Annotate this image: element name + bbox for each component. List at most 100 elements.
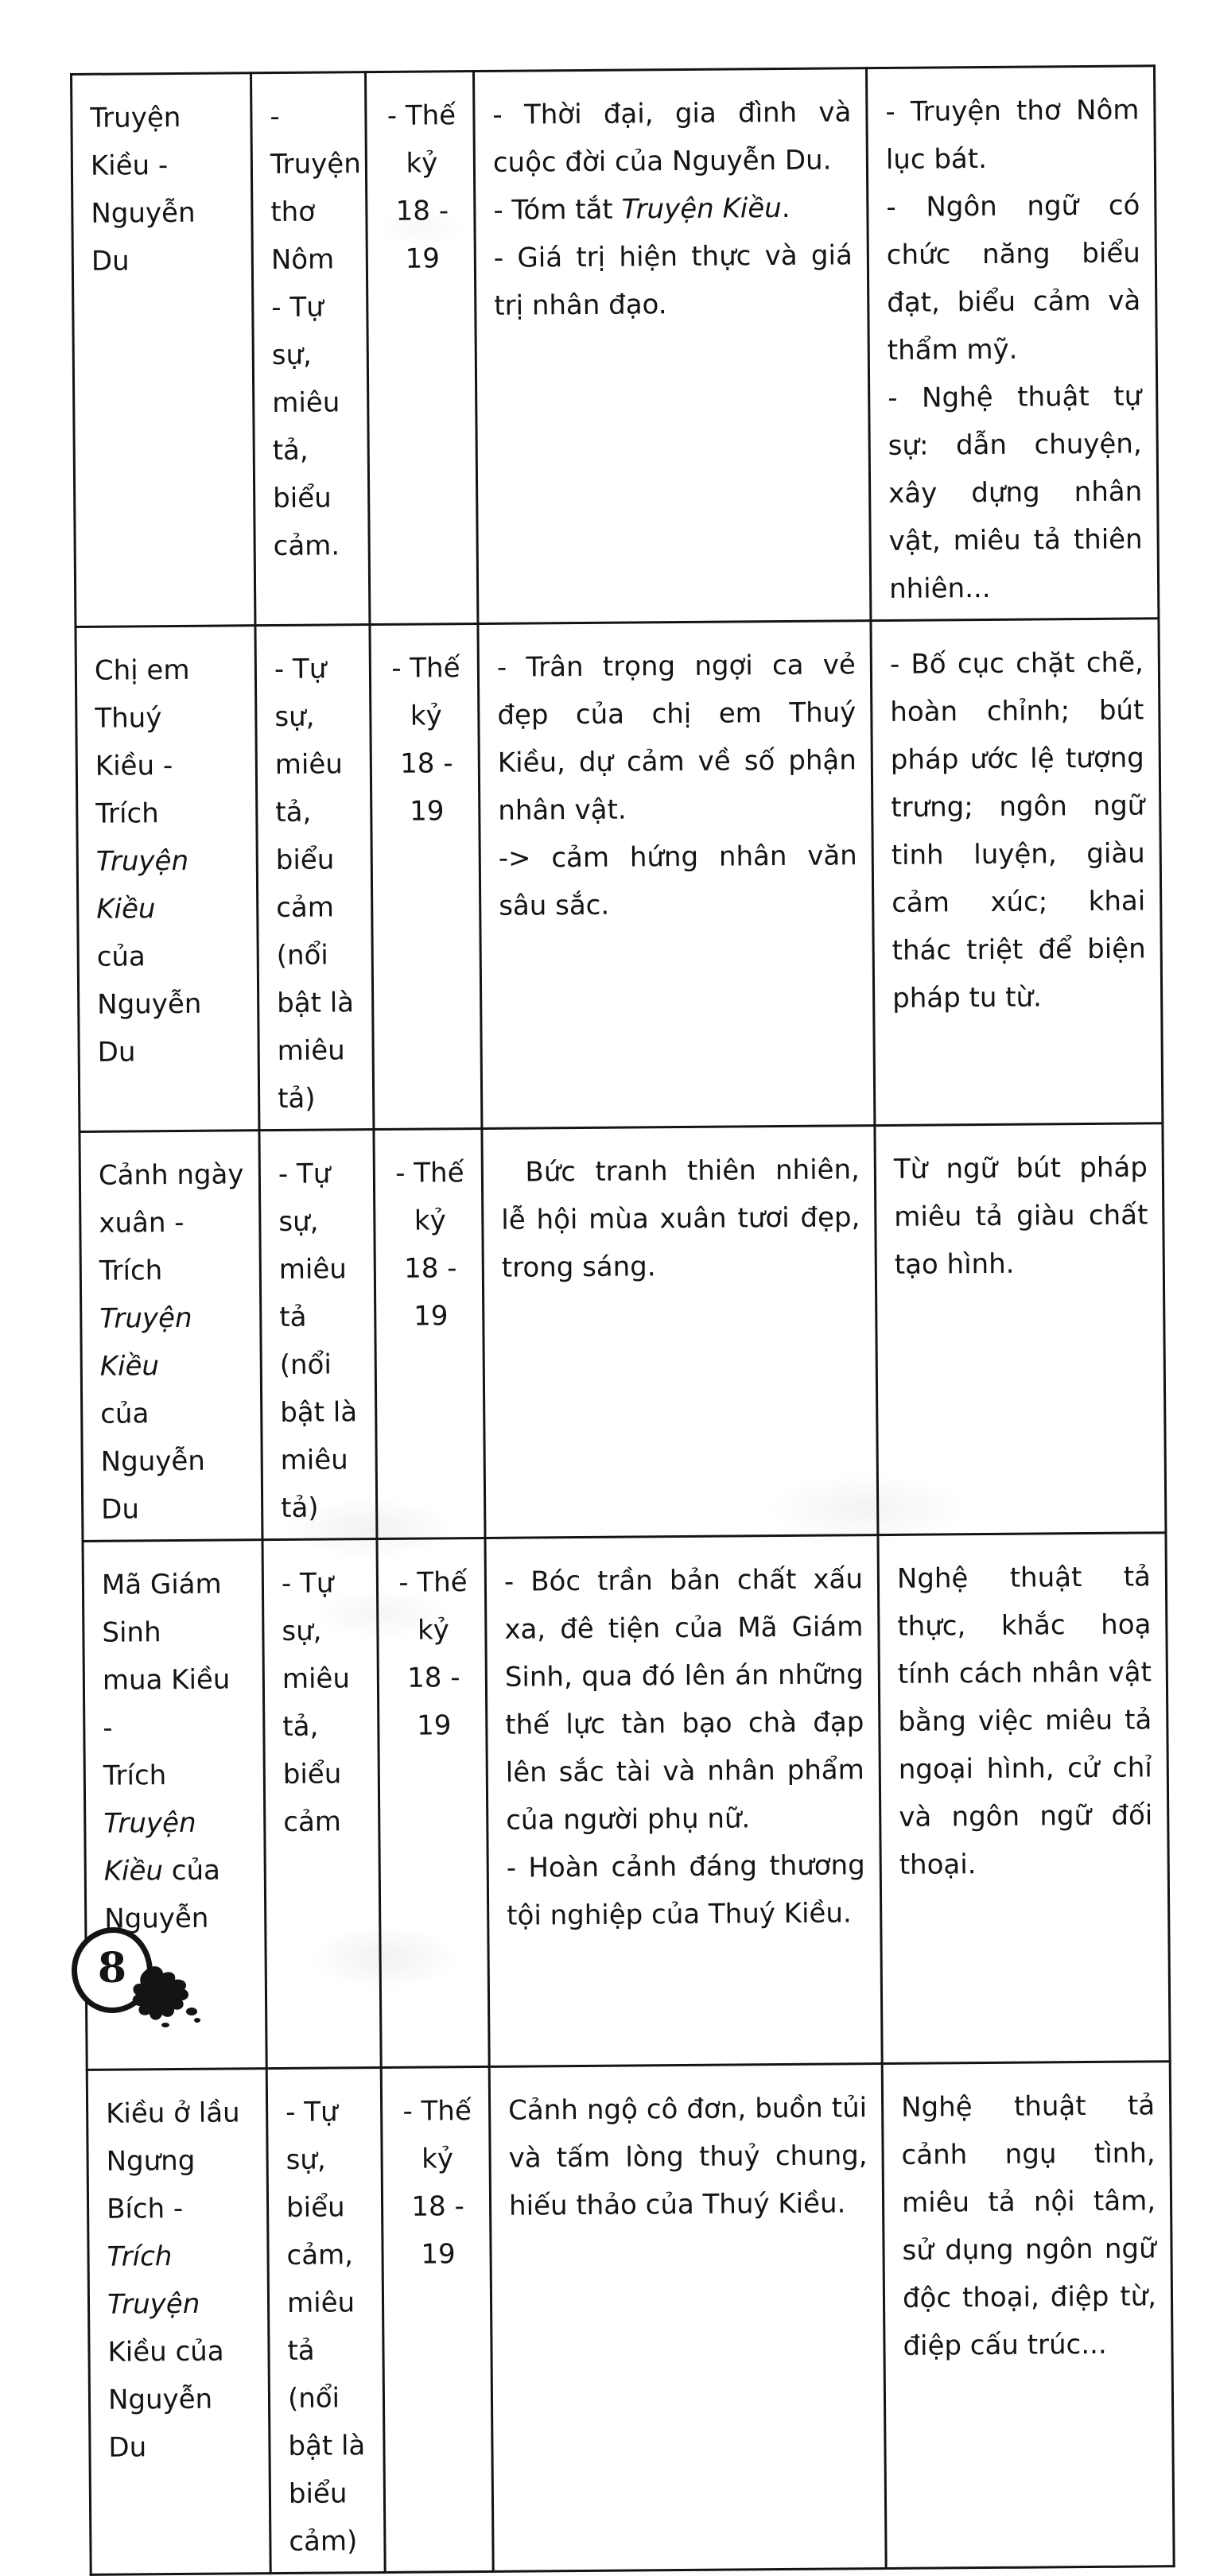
text-line: Kiều của: [103, 1854, 221, 1887]
table-cell: - Tự sự, miêu tả, biểu cảm (nổi bật là miêu …: [254, 624, 374, 1131]
table-cell: - Thế kỷ 18 - 19: [365, 71, 478, 625]
text-line: biểu cảm.: [273, 482, 340, 563]
scanned-page: Truyện Kiều - Nguyễn Du - Truyện thơ Nôm - T…: [71, 65, 1175, 2575]
table-row: Cảnh ngày xuân - Trích Truyện Kiều của Nguy…: [79, 1123, 1166, 1542]
text-line: Ngưng Bích -: [106, 2144, 196, 2225]
text-line: - Truyện thơ Nôm lục bát.: [885, 94, 1140, 176]
text-line: - Tự sự,: [271, 291, 324, 372]
text-line: Từ ngữ bút pháp miêu tả giàu chất tạo hì…: [893, 1151, 1148, 1281]
text-line: 18 - 19: [395, 195, 449, 275]
table-body: Truyện Kiều - Nguyễn Du - Truyện thơ Nôm - T…: [71, 65, 1175, 2575]
text-line: của Nguyễn: [100, 1398, 206, 1478]
text-line: Nguyễn Du: [91, 196, 196, 277]
page-number-circle: 8: [72, 1927, 153, 2013]
literature-review-table: Truyện Kiều - Nguyễn Du - Truyện thơ Nôm - T…: [70, 64, 1175, 2576]
text-line: - Trân trọng ngợi ca vẻ đẹp của chị em T…: [496, 649, 857, 827]
text-line: Chị em Thuý: [94, 654, 190, 735]
text-line: miêu tả): [277, 1034, 345, 1115]
page-number: 8: [97, 1944, 127, 1992]
text-line: Truyện Kiều -: [90, 101, 181, 182]
text-line: - Tự sự,: [278, 1158, 331, 1238]
table-row: Mã Giám Sinh mua Kiều - Trích Truyện Kiều c…: [83, 1532, 1171, 2070]
text-line: - Bóc trần bản chất xấu xa, đê tiện của …: [503, 1563, 864, 1837]
text-line: - Hoàn cảnh đáng thương tội nghiệp của T…: [506, 1849, 865, 1932]
table-cell: - Tự sự, miêu tả (nổi bật là miêu tả): [258, 1129, 377, 1540]
text-line: thơ Nôm: [270, 196, 335, 277]
table-cell: - Thế kỷ 18 - 19: [381, 2066, 494, 2573]
text-line: - Bố cục chặt chẽ, hoàn chỉnh; bút pháp …: [889, 646, 1146, 1014]
text-line: miêu tả,: [272, 386, 340, 467]
text-line: 18 - 19: [411, 2190, 464, 2271]
text-line: Mã Giám Sinh: [101, 1568, 222, 1649]
text-line: của Nguyễn: [96, 941, 202, 1021]
table-cell: - Bố cục chặt chẽ, hoàn chỉnh; bút pháp …: [870, 618, 1163, 1126]
table-cell: Kiều ở lầu Ngưng Bích - Trích Truyện Kiều c…: [87, 2068, 271, 2575]
text-line: - Tự sự,: [285, 2096, 338, 2176]
table-cell: Nghệ thuật tả cảnh ngụ tình, miêu tả nội…: [882, 2061, 1175, 2569]
text-line: Nguyễn Du: [107, 2383, 213, 2464]
table-cell: - Tự sự, miêu tả, biểu cảm: [262, 1538, 382, 2069]
text-line: Truyện Kiều: [95, 844, 189, 925]
table-cell: Nghệ thuật tả thực, khắc hoạ tính cách n…: [877, 1532, 1171, 2064]
table-cell: Chị em Thuý Kiều - Trích Truyện Kiều của Ng…: [75, 625, 259, 1132]
text-line: 18 - 19: [407, 1662, 460, 1742]
text-line: - Tự sự,: [274, 653, 327, 734]
text-line: Kiều ở lầu: [106, 2097, 240, 2130]
text-line: -> cảm hứng nhân văn sâu sắc.: [498, 840, 857, 922]
text-line: - Giá trị hiện thực và giá trị nhân đạo.: [493, 239, 853, 322]
table-cell: - Thế kỷ 18 - 19: [369, 623, 482, 1130]
table-cell: - Bóc trần bản chất xấu xa, đê tiện của …: [484, 1534, 883, 2067]
text-line: - Thế kỷ: [391, 652, 460, 732]
table-cell: Bức tranh thiên nhiên, lễ hội mùa xuân t…: [481, 1125, 878, 1538]
text-line: Du: [101, 1493, 140, 1526]
text-line: biểu cảm,: [286, 2191, 354, 2271]
text-line: miêu tả: [278, 1253, 348, 1333]
text-line: - Truyện: [270, 100, 361, 181]
ink-blot-icon: [132, 1966, 200, 2027]
table-cell: Cảnh ngày xuân - Trích Truyện Kiều của Nguy…: [79, 1130, 262, 1542]
text-line: - Thời đại, gia đình và cuộc đời của Ngu…: [492, 96, 852, 179]
table-row: Truyện Kiều - Nguyễn Du - Truyện thơ Nôm - T…: [71, 65, 1159, 627]
text-line: biểu cảm: [275, 844, 335, 924]
text-line: 18 - 19: [403, 1252, 457, 1333]
text-line: miêu tả: [286, 2287, 355, 2367]
table-cell: - Truyện thơ Nôm lục bát. - Ngôn ngữ có c…: [866, 65, 1159, 621]
text-line: - Thế kỷ: [387, 99, 456, 180]
text-line: mua Kiều -: [102, 1663, 231, 1744]
text-line: - Thế kỷ: [395, 1157, 464, 1237]
text-line: - Thế kỷ: [398, 1566, 468, 1647]
text-line: - Tóm tắt Truyện Kiều.: [493, 192, 791, 227]
table-cell: - Thế kỷ 18 - 19: [373, 1128, 485, 1539]
text-line: Truyện Kiều: [99, 1302, 192, 1383]
text-line: Bức tranh thiên nhiên, lễ hội mùa xuân t…: [501, 1154, 860, 1284]
table-cell: Truyện Kiều - Nguyễn Du: [71, 72, 255, 627]
text-line: miêu tả,: [282, 1662, 351, 1743]
text-line: - Nghệ thuật tự sự: dẫn chuyện, xây dựng…: [888, 380, 1143, 605]
table-row: Chị em Thuý Kiều - Trích Truyện Kiều của Ng…: [75, 618, 1163, 1132]
text-line: (nổi bật là: [276, 939, 355, 1019]
table-row: Kiều ở lầu Ngưng Bích - Trích Truyện Kiều c…: [87, 2061, 1175, 2575]
page-number-badge: 8: [72, 1924, 207, 2027]
text-line: miêu tả,: [274, 748, 344, 828]
text-line: 18 - 19: [400, 747, 453, 828]
text-line: biểu cảm: [282, 1758, 342, 1838]
table-cell: - Thế kỷ 18 - 19: [376, 1538, 490, 2068]
table-cell: - Truyện thơ Nôm - Tự sự, miêu tả, biểu cảm.: [251, 72, 370, 626]
table-cell: - Trân trọng ngợi ca vẻ đẹp của chị em T…: [477, 620, 875, 1129]
table-cell: - Tự sự, biểu cảm, miêu tả (nổi bật là biểu …: [266, 2067, 386, 2574]
table-cell: Từ ngữ bút pháp miêu tả giàu chất tạo hì…: [874, 1123, 1166, 1535]
text-line: Cảnh ngày: [98, 1158, 244, 1192]
text-line: biểu cảm): [288, 2477, 358, 2558]
text-line: miêu tả): [280, 1444, 348, 1524]
text-line: - Thế kỷ: [402, 2095, 472, 2175]
text-line: - Tự sự,: [281, 1567, 334, 1647]
text-line: Trích Truyện: [103, 1759, 196, 1840]
table-cell: Cảnh ngộ cô đơn, buồn tủi và tấm lòng th…: [489, 2063, 887, 2572]
table-cell: - Thời đại, gia đình và cuộc đời của Ngu…: [473, 68, 871, 624]
text-line: Cảnh ngộ cô đơn, buồn tủi và tấm lòng th…: [507, 2092, 868, 2222]
text-line: (nổi bật là: [287, 2382, 366, 2462]
text-line: Nghệ thuật tả thực, khắc hoạ tính cách n…: [896, 1561, 1153, 1881]
text-line: Kiều của: [107, 2335, 224, 2368]
text-line: (nổi bật là: [279, 1348, 358, 1429]
text-line: Nghệ thuật tả cảnh ngụ tình, miêu tả nội…: [900, 2089, 1157, 2362]
